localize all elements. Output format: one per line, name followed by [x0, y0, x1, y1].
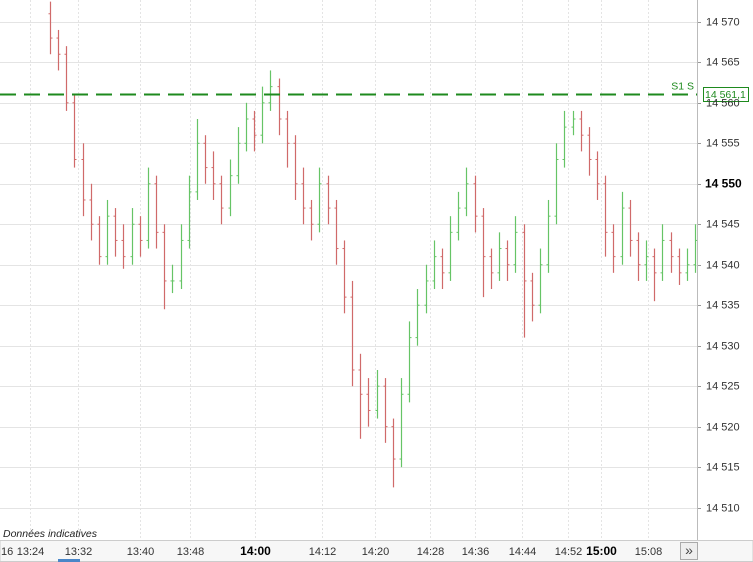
support-name: S1 S — [671, 80, 694, 92]
y-tick-label: 14 520 — [706, 421, 740, 433]
scroll-button[interactable]: » — [680, 542, 698, 560]
footnote: Données indicatives — [3, 528, 98, 540]
x-tick-label: 14:44 — [509, 546, 537, 558]
y-tick-label: 14 560 — [706, 97, 740, 109]
y-tick-label: 14 525 — [706, 380, 740, 392]
y-tick-label: 14 540 — [706, 259, 740, 271]
y-tick-label: 14 550 — [705, 177, 742, 191]
x-tick-label: 13:24 — [17, 546, 45, 558]
y-tick-label: 14 535 — [706, 299, 740, 311]
x-tick-label: 13:32 — [65, 546, 93, 558]
x-tick-label: 14:12 — [309, 546, 337, 558]
y-tick-label: 14 510 — [706, 502, 740, 514]
x-tick-label: 14:52 — [555, 546, 583, 558]
scroll-thumb — [58, 559, 80, 562]
x-tick-label: 14:00 — [240, 544, 271, 558]
support-value-label: 14 561,1 — [705, 89, 746, 101]
x-tick-label: 15:08 — [635, 546, 663, 558]
x-tick-label: 14:36 — [462, 546, 490, 558]
x-tick-label: 16 — [1, 546, 13, 558]
scroll-button-label[interactable]: » — [685, 542, 693, 558]
x-tick-label: 14:20 — [362, 546, 390, 558]
grid — [0, 0, 701, 540]
y-tick-label: 14 565 — [706, 56, 740, 68]
y-tick-label: 14 570 — [706, 16, 740, 28]
y-tick-label: 14 555 — [706, 137, 740, 149]
y-tick-label: 14 545 — [706, 218, 740, 230]
support-value-box — [703, 87, 749, 102]
x-tick-label: 14:28 — [417, 546, 445, 558]
x-tick-label: 13:40 — [127, 546, 155, 558]
overlay: S1 S 14 561,1 — [0, 80, 749, 102]
y-tick-label: 14 515 — [706, 461, 740, 473]
y-tick-label: 14 530 — [706, 340, 740, 352]
scroll-button-box[interactable] — [680, 542, 698, 560]
bars — [48, 1, 698, 488]
x-tick-label: 15:00 — [586, 544, 617, 558]
x-tick-label: 13:48 — [177, 546, 205, 558]
